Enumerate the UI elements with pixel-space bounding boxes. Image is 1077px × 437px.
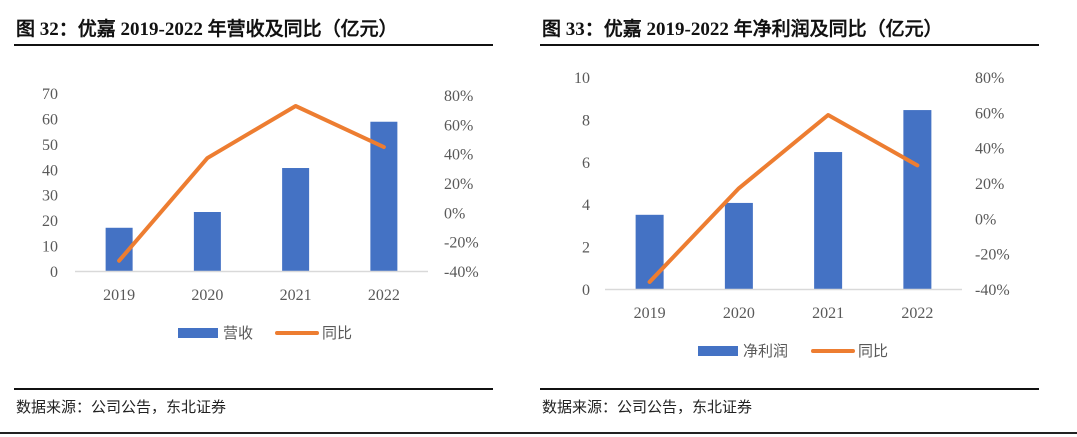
y-axis-tick-label: 20 [42, 213, 58, 230]
source-divider [14, 388, 493, 390]
y2-axis-tick-label: 0% [444, 205, 465, 222]
y-axis-tick-label: 70 [42, 86, 58, 103]
y-axis-tick-label: 2 [582, 240, 590, 257]
legend-bar-label: 净利润 [743, 342, 788, 360]
y2-axis-tick-label: 40% [444, 147, 473, 164]
legend-line-label: 同比 [858, 342, 888, 360]
bar-2019 [635, 214, 664, 289]
y2-axis-tick-label: 80% [975, 70, 1004, 87]
y2-axis-tick-label: 60% [444, 117, 473, 134]
bar-2020 [724, 202, 753, 289]
figure-32-panel: 图 32：优嘉 2019-2022 年营收及同比（亿元） 0 10 20 30 40 50… [0, 0, 538, 437]
source-note: 数据来源：公司公告，东北证券 [16, 398, 227, 416]
y2-axis-tick-label: -20% [975, 247, 1010, 264]
figure-33-panel: 图 33：优嘉 2019-2022 年净利润及同比（亿元） 0 2 4 6 8 10 -40… [538, 0, 1077, 437]
y-axis-tick-label: 10 [42, 239, 58, 256]
bar-2021 [282, 168, 310, 271]
x-axis-tick-label: 2021 [280, 287, 312, 304]
x-axis-tick-label: 2020 [723, 305, 755, 322]
y-axis-tick-label: 10 [574, 70, 590, 87]
y-axis-tick-label: 4 [582, 197, 590, 214]
y2-axis-tick-label: 20% [975, 176, 1004, 193]
page-bottom-divider [0, 432, 1077, 434]
figure-title: 图 32：优嘉 2019-2022 年营收及同比（亿元） [16, 19, 398, 40]
bar-2022 [903, 110, 932, 290]
y2-axis-tick-label: -40% [444, 264, 479, 281]
y-axis-tick-label: 40 [42, 162, 58, 179]
yoy-line [117, 104, 386, 263]
revenue-chart: 0 10 20 30 40 50 60 70 -40% -20% 0% 20% 40% 60% 80% 201… [42, 86, 479, 342]
legend-bar-swatch [698, 346, 738, 356]
chart-legend: 营收 同比 [178, 324, 352, 342]
x-axis-tick-label: 2019 [103, 287, 135, 304]
bar-2020 [193, 212, 221, 271]
y-axis-tick-label: 50 [42, 137, 58, 154]
y-axis-tick-label: 0 [50, 264, 58, 281]
yoy-line [647, 112, 920, 284]
y2-axis-tick-label: 80% [444, 88, 473, 105]
y2-axis-tick-label: 0% [975, 211, 996, 228]
x-axis-tick-label: 2022 [368, 287, 400, 304]
y2-axis-tick-label: 20% [444, 176, 473, 193]
y-axis-tick-label: 0 [582, 282, 590, 299]
source-divider [540, 388, 1039, 390]
y-axis-tick-label: 30 [42, 188, 58, 205]
title-divider [540, 44, 1039, 46]
legend-line-label: 同比 [322, 324, 352, 342]
y2-axis-tick-label: 40% [975, 141, 1004, 158]
bar-2021 [814, 152, 843, 289]
y-axis-tick-label: 8 [582, 112, 590, 129]
x-axis-tick-label: 2022 [901, 305, 933, 322]
y2-axis-tick-label: 60% [975, 105, 1004, 122]
x-axis-tick-label: 2019 [634, 305, 666, 322]
figure-title: 图 33：优嘉 2019-2022 年净利润及同比（亿元） [542, 19, 943, 40]
chart-legend: 净利润 同比 [698, 342, 888, 360]
x-axis-tick-label: 2020 [191, 287, 223, 304]
title-divider [14, 44, 493, 46]
y-axis-tick-label: 60 [42, 111, 58, 128]
y-axis-tick-label: 6 [582, 155, 590, 172]
net-profit-chart: 0 2 4 6 8 10 -40% -20% 0% 20% 40% 60% 80% 2019 2020 202… [574, 70, 1010, 360]
source-note: 数据来源：公司公告，东北证券 [542, 398, 753, 416]
legend-bar-swatch [178, 328, 218, 338]
legend-bar-label: 营收 [223, 324, 253, 342]
y2-axis-tick-label: -20% [444, 235, 479, 252]
x-axis-tick-label: 2021 [812, 305, 844, 322]
y2-axis-tick-label: -40% [975, 282, 1010, 299]
